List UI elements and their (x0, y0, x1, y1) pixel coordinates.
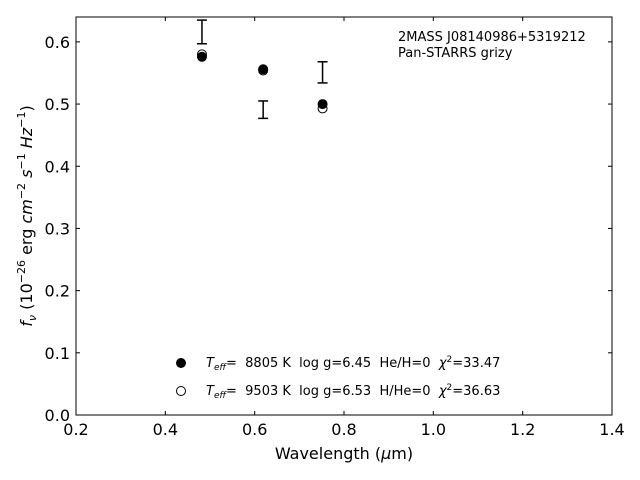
x-tick-label: 1.2 (510, 420, 535, 439)
x-axis-ticks: 0.2 0.4 0.6 0.8 1.0 1.2 1.4 (63, 17, 625, 439)
legend-entry-2: Teff= 9503 K log g=6.53 H/He=0 χ2=36.63 (206, 383, 500, 401)
observed-error-bar (258, 100, 269, 120)
y-tick-label: 0.2 (45, 282, 70, 301)
y-tick-label: 0.0 (45, 406, 70, 425)
x-tick-label: 0.4 (153, 420, 178, 439)
x-axis-label: Wavelength (μm) (275, 444, 413, 463)
y-tick-label: 0.3 (45, 219, 70, 238)
x-tick-label: 0.2 (63, 420, 88, 439)
x-tick-label: 0.6 (242, 420, 267, 439)
annotation-survey: Pan-STARRS grizy (398, 46, 513, 61)
legend-entry-1: Teff= 8805 K log g=6.45 He/H=0 χ2=33.47 (206, 355, 500, 373)
model-points (196, 49, 328, 114)
y-axis-ticks: 0.0 0.1 0.2 0.3 0.4 0.5 0.6 (45, 33, 612, 425)
y-tick-label: 0.4 (45, 157, 70, 176)
observed-error-bar (196, 19, 207, 45)
y-tick-label: 0.5 (45, 95, 70, 114)
legend: Teff= 8805 K log g=6.45 He/H=0 χ2=33.47 … (176, 355, 500, 401)
x-tick-label: 1.0 (421, 420, 446, 439)
y-axis-label: fν (10−26 erg cm−2 s−1 Hz−1) (15, 105, 39, 326)
model-point-open (196, 49, 207, 60)
x-tick-label: 1.4 (599, 420, 624, 439)
observed-error-bars (196, 19, 328, 120)
model-point-open (258, 65, 269, 76)
annotation-object-name: 2MASS J08140986+5319212 (398, 30, 586, 45)
x-tick-label: 0.8 (331, 420, 356, 439)
model-point-open (317, 103, 328, 114)
y-tick-label: 0.6 (45, 33, 70, 52)
observed-error-bar (317, 61, 328, 84)
legend-marker-filled (176, 358, 186, 368)
y-tick-label: 0.1 (45, 344, 70, 363)
legend-marker-open (176, 386, 186, 396)
model-point-filled (196, 51, 207, 62)
